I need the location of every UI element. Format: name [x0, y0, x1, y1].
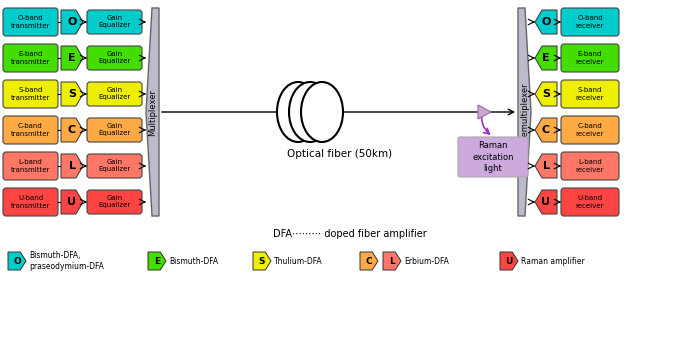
- Polygon shape: [253, 252, 271, 270]
- Ellipse shape: [289, 82, 331, 142]
- Text: L: L: [542, 161, 550, 171]
- Text: S: S: [542, 89, 550, 99]
- Polygon shape: [535, 154, 557, 178]
- Polygon shape: [8, 252, 26, 270]
- Text: O-band
transmitter: O-band transmitter: [10, 16, 50, 28]
- FancyBboxPatch shape: [87, 118, 142, 142]
- Polygon shape: [61, 118, 83, 142]
- FancyBboxPatch shape: [3, 188, 58, 216]
- Text: Bismuth-DFA: Bismuth-DFA: [169, 257, 218, 266]
- Text: Thulium-DFA: Thulium-DFA: [274, 257, 323, 266]
- FancyBboxPatch shape: [87, 10, 142, 34]
- Text: Gain
Equalizer: Gain Equalizer: [99, 88, 131, 100]
- Text: Optical fiber (50km): Optical fiber (50km): [288, 149, 393, 159]
- FancyBboxPatch shape: [3, 8, 58, 36]
- FancyBboxPatch shape: [3, 80, 58, 108]
- Text: S-band
transmitter: S-band transmitter: [10, 88, 50, 100]
- Polygon shape: [61, 10, 83, 34]
- Text: Gain
Equalizer: Gain Equalizer: [99, 195, 131, 209]
- FancyBboxPatch shape: [3, 152, 58, 180]
- Text: Multiplexer: Multiplexer: [148, 89, 157, 136]
- Text: L-band
receiver: L-band receiver: [576, 159, 604, 173]
- FancyBboxPatch shape: [87, 190, 142, 214]
- Text: E: E: [154, 257, 160, 266]
- FancyBboxPatch shape: [561, 152, 619, 180]
- Text: U: U: [67, 197, 76, 207]
- FancyBboxPatch shape: [87, 46, 142, 70]
- Text: Raman amplifier: Raman amplifier: [521, 257, 584, 266]
- Text: Erbium-DFA: Erbium-DFA: [404, 257, 449, 266]
- Polygon shape: [360, 252, 378, 270]
- FancyBboxPatch shape: [561, 116, 619, 144]
- FancyBboxPatch shape: [561, 188, 619, 216]
- FancyBboxPatch shape: [87, 82, 142, 106]
- Text: Demultiplexer: Demultiplexer: [520, 82, 529, 142]
- Polygon shape: [478, 105, 491, 119]
- Polygon shape: [518, 8, 531, 216]
- Text: O: O: [67, 17, 77, 27]
- Text: C: C: [542, 125, 550, 135]
- Text: E-band
receiver: E-band receiver: [576, 52, 604, 64]
- Polygon shape: [535, 46, 557, 70]
- Text: Gain
Equalizer: Gain Equalizer: [99, 124, 131, 136]
- Text: C: C: [68, 125, 76, 135]
- Text: C-band
receiver: C-band receiver: [576, 124, 604, 136]
- Polygon shape: [500, 252, 518, 270]
- Text: L-band
transmitter: L-band transmitter: [10, 159, 50, 173]
- Text: C-band
transmitter: C-band transmitter: [10, 124, 50, 136]
- Text: O: O: [541, 17, 551, 27]
- Polygon shape: [535, 190, 557, 214]
- Polygon shape: [61, 82, 83, 106]
- Text: Gain
Equalizer: Gain Equalizer: [99, 159, 131, 173]
- Text: C: C: [365, 257, 372, 266]
- Polygon shape: [535, 118, 557, 142]
- Text: DFA⋯⋯⋯ doped fiber amplifier: DFA⋯⋯⋯ doped fiber amplifier: [273, 229, 427, 239]
- Text: S: S: [68, 89, 76, 99]
- Polygon shape: [535, 82, 557, 106]
- Text: Gain
Equalizer: Gain Equalizer: [99, 52, 131, 64]
- Text: Bismuth-DFA,
praseodymium-DFA: Bismuth-DFA, praseodymium-DFA: [29, 251, 104, 271]
- FancyBboxPatch shape: [561, 8, 619, 36]
- Text: E: E: [68, 53, 76, 63]
- FancyBboxPatch shape: [561, 44, 619, 72]
- Text: S-band
receiver: S-band receiver: [576, 88, 604, 100]
- Text: U-band
receiver: U-band receiver: [576, 195, 604, 209]
- Text: Gain
Equalizer: Gain Equalizer: [99, 16, 131, 28]
- Text: E-band
transmitter: E-band transmitter: [10, 52, 50, 64]
- Polygon shape: [146, 8, 159, 216]
- FancyBboxPatch shape: [561, 80, 619, 108]
- Polygon shape: [535, 10, 557, 34]
- Ellipse shape: [277, 82, 319, 142]
- Polygon shape: [61, 154, 83, 178]
- Polygon shape: [61, 190, 83, 214]
- Text: L: L: [69, 161, 76, 171]
- Polygon shape: [148, 252, 166, 270]
- Text: O: O: [13, 257, 21, 266]
- FancyBboxPatch shape: [3, 116, 58, 144]
- Text: U: U: [542, 197, 550, 207]
- Text: U-band
transmitter: U-band transmitter: [10, 195, 50, 209]
- FancyBboxPatch shape: [87, 154, 142, 178]
- FancyBboxPatch shape: [3, 44, 58, 72]
- Text: Raman
excitation
light: Raman excitation light: [473, 141, 514, 173]
- Ellipse shape: [301, 82, 343, 142]
- Text: L: L: [389, 257, 395, 266]
- Polygon shape: [383, 252, 401, 270]
- Polygon shape: [61, 46, 83, 70]
- Text: U: U: [505, 257, 512, 266]
- Text: O-band
receiver: O-band receiver: [576, 16, 604, 28]
- Text: E: E: [542, 53, 550, 63]
- FancyBboxPatch shape: [458, 137, 528, 177]
- Text: S: S: [259, 257, 265, 266]
